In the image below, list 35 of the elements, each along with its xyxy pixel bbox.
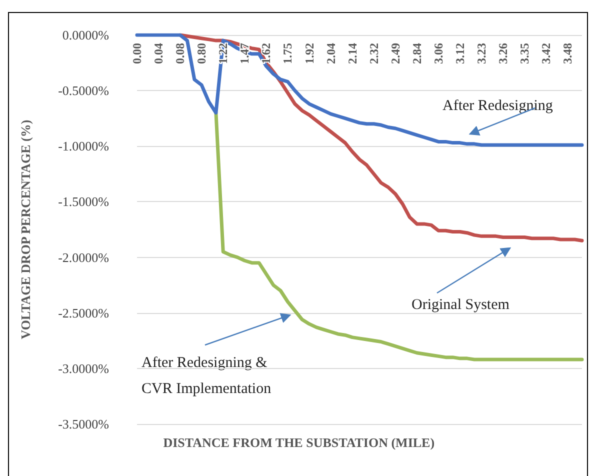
y-tick-label: -1.5000%: [58, 194, 110, 210]
x-tick-label: 1.92: [302, 43, 316, 64]
x-tick-label: 2.32: [366, 43, 381, 64]
x-tick-label: 1.75: [280, 43, 295, 64]
y-tick-label: -1.0000%: [58, 138, 110, 154]
x-tick-label: 0.80: [194, 43, 209, 64]
y-tick-label: -2.0000%: [58, 250, 110, 265]
annotation: Original System: [412, 297, 510, 313]
x-tick-label: 1.47: [238, 43, 252, 64]
x-tick-label: 3.26: [496, 43, 510, 64]
line-series: [135, 33, 584, 147]
x-tick-label: 3.06: [431, 43, 446, 64]
y-tick-label: -3.5000%: [58, 416, 110, 432]
y-tick-label: -3.0000%: [58, 360, 110, 376]
x-tick-label: 3.23: [474, 43, 489, 64]
y-tick-label: 0.0000%: [62, 28, 110, 42]
annotation: After Redesigning & CVR Implementation: [142, 355, 272, 397]
x-tick-label: 2.49: [388, 43, 402, 64]
x-tick-label: 0.08: [173, 43, 188, 64]
x-tick-label: 1.62: [259, 43, 274, 64]
x-tick-label: 3.48: [560, 43, 575, 64]
y-tick-label: -2.5000%: [58, 305, 110, 320]
annotation: After Redesigning: [442, 98, 554, 114]
x-tick-label: 1.22: [216, 43, 230, 64]
x-tick-label: 0.00: [130, 43, 144, 64]
x-tick-label: 2.04: [324, 43, 338, 64]
x-axis-title: DISTANCE FROM THE SUBSTATION (MILE): [163, 435, 435, 450]
x-tick-label: 3.12: [452, 43, 467, 64]
x-tick-label: 2.84: [410, 43, 424, 64]
x-tick-label: 3.35: [518, 43, 532, 64]
x-tick-label: 2.14: [345, 43, 360, 64]
x-tick-label: 0.04: [152, 43, 166, 64]
x-tick-label: 3.42: [539, 43, 554, 64]
y-axis-title: VOLTAGE DROP PERCENTAGE (%): [18, 120, 33, 340]
y-tick-label: -0.5000%: [58, 83, 110, 98]
